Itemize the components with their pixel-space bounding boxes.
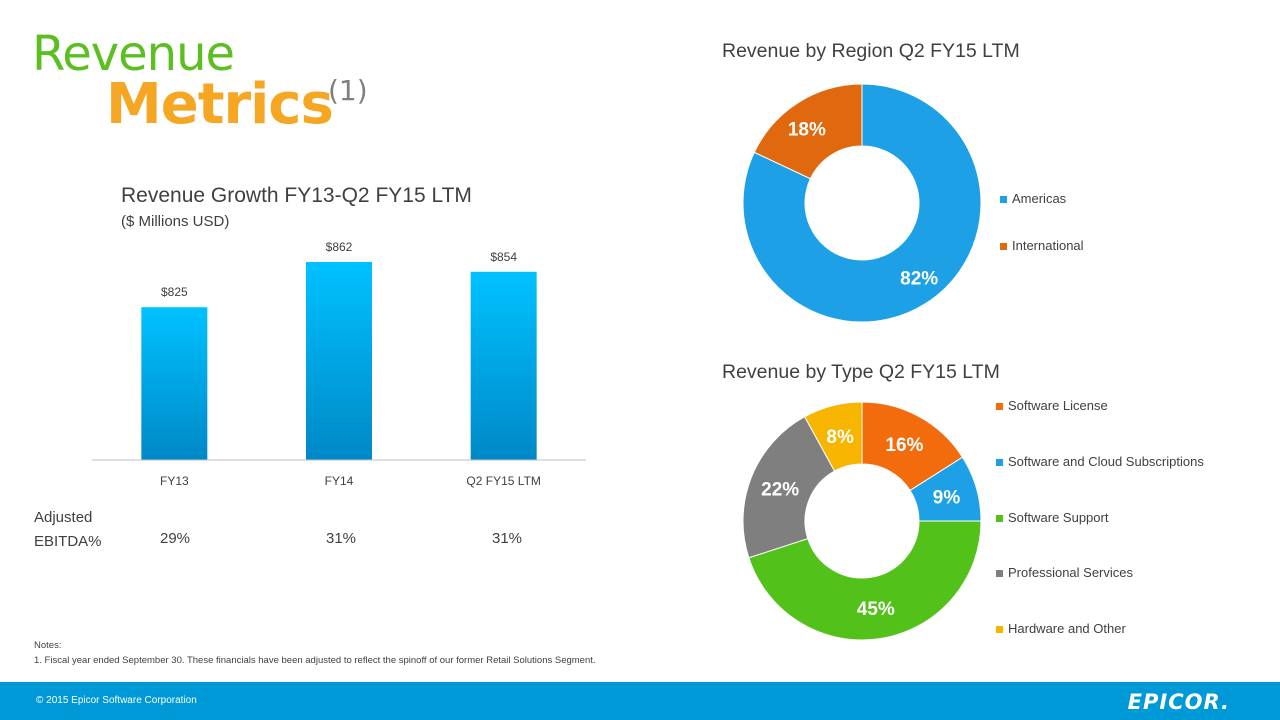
donut1-legend-label-1: International [1012,238,1084,253]
type-chart-title: Revenue by Type Q2 FY15 LTM [722,361,1000,383]
donut1-slice-0 [742,83,982,323]
ebitda-label: Adjusted EBITDA% [34,506,102,554]
donut1-legend-label-0: Americas [1012,191,1067,206]
donut1-legend-swatch-0 [1000,196,1007,203]
donut1-legend-swatch-1 [1000,243,1007,250]
donut2-legend-label-4: Hardware and Other [1008,621,1126,636]
notes-heading: Notes: [34,640,62,651]
slide-title-revenue: Revenue [32,26,235,82]
ebitda-label-line1: Adjusted [34,509,93,526]
donut2-legend-swatch-1 [996,459,1003,466]
donut2-legend-label-3: Professional Services [1008,565,1133,580]
region-donut-chart: 82% Americas 18% International [742,83,1084,323]
donut2-legend-label-2: Software Support [1008,510,1109,525]
bar-chart-title: Revenue Growth FY13-Q2 FY15 LTM [121,184,472,207]
notes-block: Notes: 1. Fiscal year ended September 30… [34,638,596,668]
donut2-slice-4 [803,401,863,472]
slide-title-metrics: Metrics [106,72,334,137]
bar-data-label-2: $854 [490,250,517,264]
donut2-pct-label-2: 45% [857,599,895,620]
notes-line1: 1. Fiscal year ended September 30. These… [34,655,596,666]
ebitda-value-q2fy15: 31% [491,530,523,547]
bar-category-label-1: FY14 [325,474,354,488]
donut2-pct-label-3: 22% [761,480,799,501]
bar-0 [141,307,208,460]
donut2-legend-swatch-0 [996,403,1003,410]
donut1-pct-label-1: 18% [788,120,826,141]
slide-title-footnote-ref: (1) [328,74,368,107]
donut2-pct-label-4: 8% [826,427,854,448]
donut2-legend-swatch-3 [996,570,1003,577]
bar-1 [306,262,372,460]
ebitda-value-fy13: 29% [159,530,191,547]
epicor-logo: EPICOR. [1127,690,1230,714]
donut2-legend-swatch-2 [996,515,1003,522]
ebitda-value-fy14: 31% [325,530,357,547]
donut2-slice-3 [742,416,836,559]
type-donut-chart: 16% Software License 9% Software and Cloud … [742,398,1204,641]
bar-category-label-0: FY13 [160,474,189,488]
bar-data-label-1: $862 [326,240,353,254]
bar-chart: $825 FY13 $862 FY14 $854 Q2 FY15 LTM [92,240,586,488]
bar-category-label-2: Q2 FY15 LTM [466,474,540,488]
bar-data-label-0: $825 [161,285,188,299]
donut2-legend-swatch-4 [996,626,1003,633]
donut2-pct-label-0: 16% [885,435,923,456]
donut1-slice-1 [753,83,863,180]
donut2-legend-label-0: Software License [1008,398,1108,413]
region-chart-title: Revenue by Region Q2 FY15 LTM [722,40,1020,62]
ebitda-label-line2: EBITDA% [34,533,102,550]
donut1-pct-label-0: 82% [900,268,938,289]
footer-bar: © 2015 Epicor Software Corporation EPICO… [0,682,1280,720]
bar-2 [470,271,537,460]
donut2-legend-label-1: Software and Cloud Subscriptions [1008,454,1204,469]
donut2-pct-label-1: 9% [933,487,961,508]
footer-copyright: © 2015 Epicor Software Corporation [36,695,197,706]
bar-chart-subtitle: ($ Millions USD) [121,213,230,230]
donut2-slice-2 [748,520,982,641]
